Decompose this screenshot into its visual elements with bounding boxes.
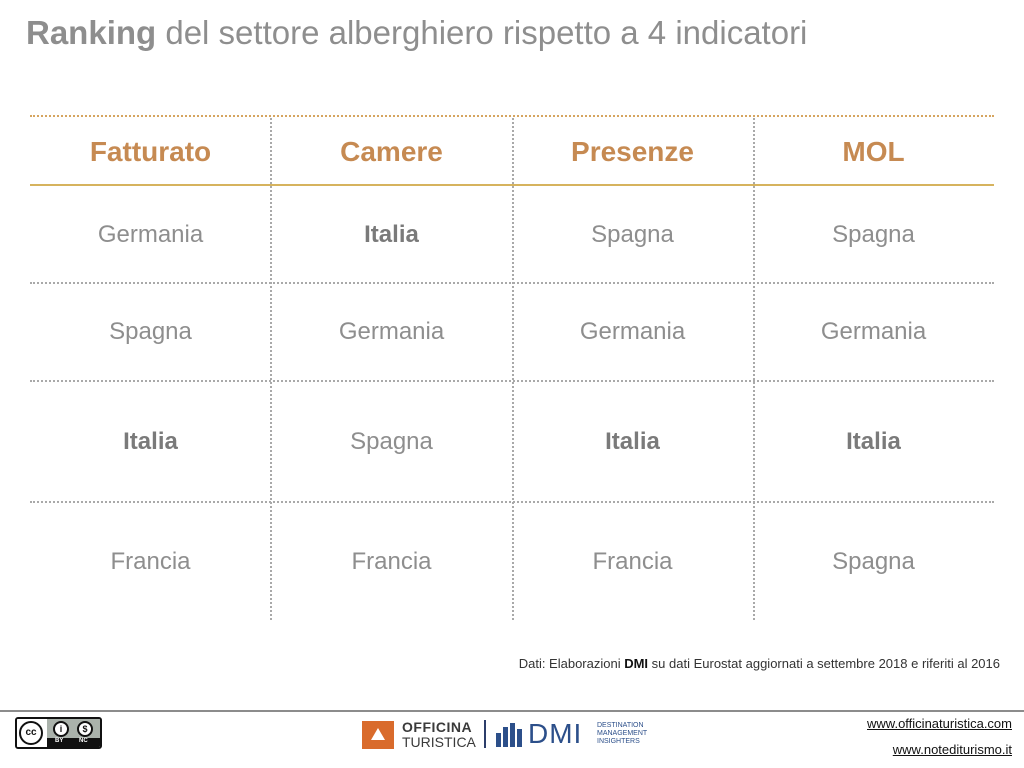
license-nc-label: NC bbox=[79, 738, 88, 744]
dmi-logo-text: DMI bbox=[528, 718, 583, 749]
table-top-divider bbox=[30, 115, 994, 117]
source-note: Dati: Elaborazioni DMI su dati Eurostat … bbox=[519, 656, 1000, 671]
officina-logo-line1: OFFICINA bbox=[402, 719, 473, 735]
table-cell: Italia bbox=[123, 428, 178, 455]
table-cell: Spagna bbox=[350, 428, 433, 455]
table-cell: Italia bbox=[364, 221, 419, 248]
source-prefix: Dati: Elaborazioni bbox=[518, 656, 625, 671]
logo-separator bbox=[484, 720, 486, 748]
dmi-bars-icon bbox=[496, 723, 522, 747]
column-header-presenze: Presenze bbox=[571, 136, 694, 167]
cc-license-badge[interactable]: cc i $ BY NC bbox=[15, 717, 102, 749]
table-cell: Francia bbox=[351, 548, 432, 575]
page-title: Ranking del settore alberghiero rispetto… bbox=[26, 14, 807, 52]
column-header-camere: Camere bbox=[340, 136, 443, 167]
table-cell: Italia bbox=[605, 428, 660, 455]
footer-divider bbox=[0, 710, 1024, 712]
table-cell: Germania bbox=[338, 318, 445, 345]
table-cell: Spagna bbox=[832, 548, 915, 575]
source-org: DMI bbox=[624, 656, 649, 671]
column-header-fatturato: Fatturato bbox=[89, 136, 212, 167]
table-cell: Italia bbox=[846, 428, 901, 455]
column-divider bbox=[753, 118, 755, 620]
link-notediturismo[interactable]: www.notediturismo.it bbox=[892, 742, 1012, 757]
column-divider bbox=[512, 118, 514, 620]
noncommercial-icon: $ bbox=[77, 721, 93, 737]
officina-logo-line2: TURISTICA bbox=[402, 734, 476, 750]
table-cell: Germania bbox=[97, 221, 204, 248]
officina-turistica-logo: OFFICINA TURISTICA bbox=[362, 719, 482, 750]
table-cell: Germania bbox=[820, 318, 927, 345]
cc-icon: cc bbox=[19, 721, 43, 745]
link-officinaturistica[interactable]: www.officinaturistica.com bbox=[867, 716, 1012, 731]
title-bold: Ranking bbox=[26, 14, 157, 51]
license-by-label: BY bbox=[55, 738, 64, 744]
column-divider bbox=[270, 118, 272, 620]
table-cell: Spagna bbox=[109, 318, 192, 345]
dmi-logo: DMI DESTINATION MANAGEMENT INSIGHTERS bbox=[496, 719, 666, 749]
source-suffix: su dati Eurostat aggiornati a settembre … bbox=[648, 656, 1000, 671]
officina-mark-icon bbox=[362, 721, 394, 749]
table-cell: Spagna bbox=[832, 221, 915, 248]
table-cell: Germania bbox=[579, 318, 686, 345]
dmi-logo-subtitle: DESTINATION MANAGEMENT INSIGHTERS bbox=[597, 722, 648, 745]
table-cell: Francia bbox=[592, 548, 673, 575]
column-header-mol: MOL bbox=[842, 136, 905, 167]
title-rest: del settore alberghiero rispetto a 4 ind… bbox=[156, 14, 808, 51]
attribution-icon: i bbox=[53, 721, 69, 737]
table-cell: Francia bbox=[110, 548, 191, 575]
table-cell: Spagna bbox=[591, 221, 674, 248]
